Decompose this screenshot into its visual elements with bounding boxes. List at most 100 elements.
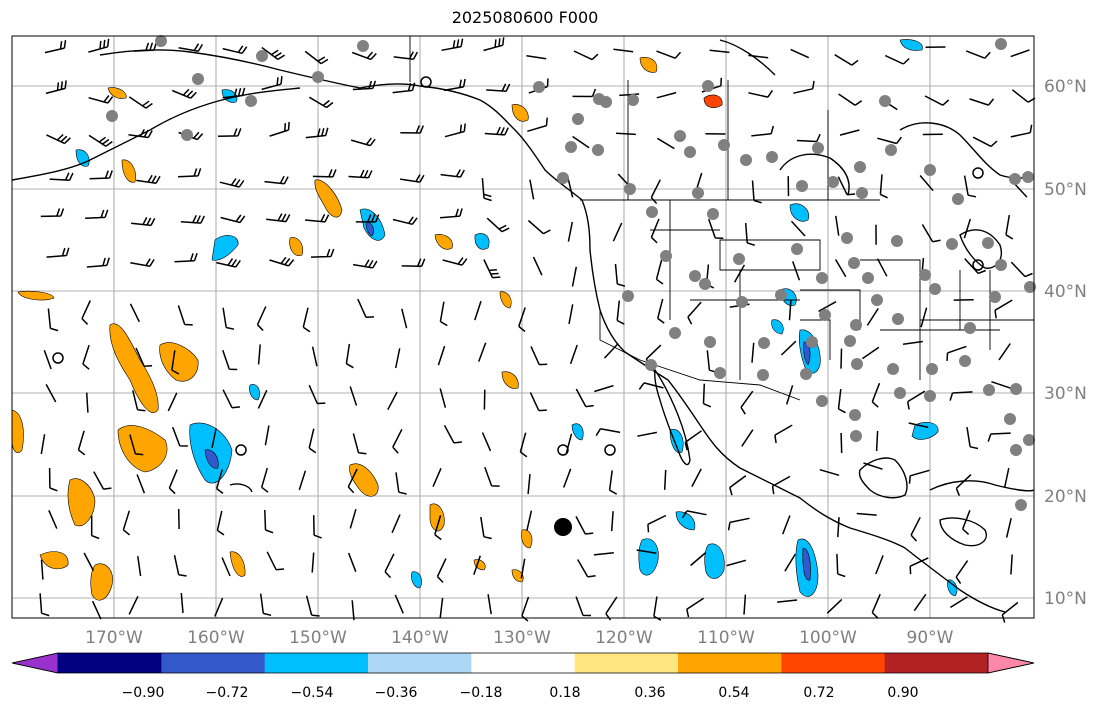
wind-barb [871, 593, 881, 619]
wind-barb [264, 509, 274, 534]
wind-barb [269, 121, 290, 137]
station-dot [862, 272, 874, 284]
wind-barb [656, 91, 677, 99]
wind-barb [399, 174, 425, 183]
station-dot [1010, 444, 1022, 456]
wind-barb [168, 469, 178, 495]
wind-barb [171, 350, 180, 375]
wind-barb [481, 178, 492, 202]
station-dot [796, 180, 808, 192]
station-dot [718, 139, 730, 151]
station-dot [929, 283, 941, 295]
wind-barb [311, 346, 318, 367]
wind-barb [650, 179, 661, 204]
station-dot [572, 113, 584, 125]
wind-barb [130, 258, 155, 267]
wind-barb [128, 96, 153, 109]
wind-barb [818, 301, 837, 313]
wind-barb [884, 54, 910, 65]
wind-barb [256, 306, 267, 332]
station-dot [557, 172, 569, 184]
station-dot [995, 38, 1007, 50]
station-dot [952, 193, 964, 205]
wind-barb [569, 344, 578, 365]
station-dot [1004, 413, 1016, 425]
wind-barb [575, 388, 594, 408]
wind-barb [40, 208, 65, 218]
calm-marker [604, 444, 616, 456]
station-dot [645, 359, 657, 371]
longitude-labels: 170°W 160°W 150°W 140°W 130°W 120°W 110°… [85, 628, 954, 648]
colorbar-tick: 0.72 [803, 685, 834, 701]
station-dot [256, 50, 268, 62]
wind-barb [392, 216, 418, 226]
wind-barb [834, 54, 859, 66]
wind-barb [972, 136, 998, 148]
station-dot [849, 409, 861, 421]
colorbar-cell [471, 653, 576, 673]
wind-barb [1005, 214, 1014, 240]
wind-barb [835, 215, 840, 236]
station-dot [819, 309, 831, 321]
wind-barb [610, 511, 614, 532]
wind-barb [520, 558, 526, 579]
station-dot [312, 71, 324, 83]
wind-barb [345, 343, 354, 369]
wind-barb [215, 469, 224, 494]
station-dot [989, 291, 1001, 303]
wind-barb [40, 434, 46, 455]
lat-label: 50°N [1044, 180, 1087, 200]
wind-barb [395, 472, 407, 495]
calm-marker [235, 444, 247, 456]
wind-barb [650, 218, 660, 244]
wind-barb [483, 37, 505, 52]
wind-barb [921, 224, 941, 243]
wind-barb [85, 209, 109, 220]
wind-barb [875, 555, 884, 575]
wind-barb [790, 48, 810, 59]
wind-barb [726, 559, 747, 567]
wind-barb [180, 214, 205, 224]
wind-barb [88, 38, 110, 53]
wind-barb [529, 179, 535, 200]
wind-barb [46, 247, 70, 258]
wind-barb [443, 78, 466, 92]
wind-barb [178, 43, 204, 52]
wind-barb [774, 424, 793, 444]
station-dot [800, 368, 812, 380]
wind-barb [1010, 49, 1030, 58]
wind-barb [784, 553, 796, 572]
wind-barb [946, 345, 967, 361]
wind-barb [266, 213, 291, 223]
wind-barb [261, 46, 286, 61]
wind-barb [1005, 518, 1012, 538]
wind-barb [908, 422, 929, 429]
wind-barb [572, 88, 597, 98]
wind-barb [909, 557, 929, 575]
wind-barb [442, 257, 468, 266]
wind-barb [839, 129, 860, 136]
map-frame [11, 35, 1035, 619]
station-dot [871, 294, 883, 306]
lon-label: 140°W [391, 628, 449, 648]
wind-barb [594, 384, 614, 393]
wind-barb [612, 222, 623, 242]
wind-barb [575, 596, 592, 617]
wind-barb [638, 382, 664, 390]
wind-barb [751, 342, 755, 363]
wind-barb [305, 595, 320, 617]
station-dot [887, 363, 899, 375]
station-dot [919, 269, 931, 281]
station-dot [850, 430, 862, 442]
wind-barb [709, 49, 730, 54]
wind-barb [605, 596, 618, 621]
wind-barb [486, 83, 511, 93]
colorbar-extend-max [987, 652, 1035, 674]
wind-barb [88, 95, 114, 104]
wind-barb [217, 128, 242, 138]
wind-barb [214, 597, 224, 617]
wind-barb [221, 557, 231, 577]
wind-barb [856, 512, 877, 516]
wind-barb [729, 474, 747, 496]
station-dot [106, 110, 118, 122]
